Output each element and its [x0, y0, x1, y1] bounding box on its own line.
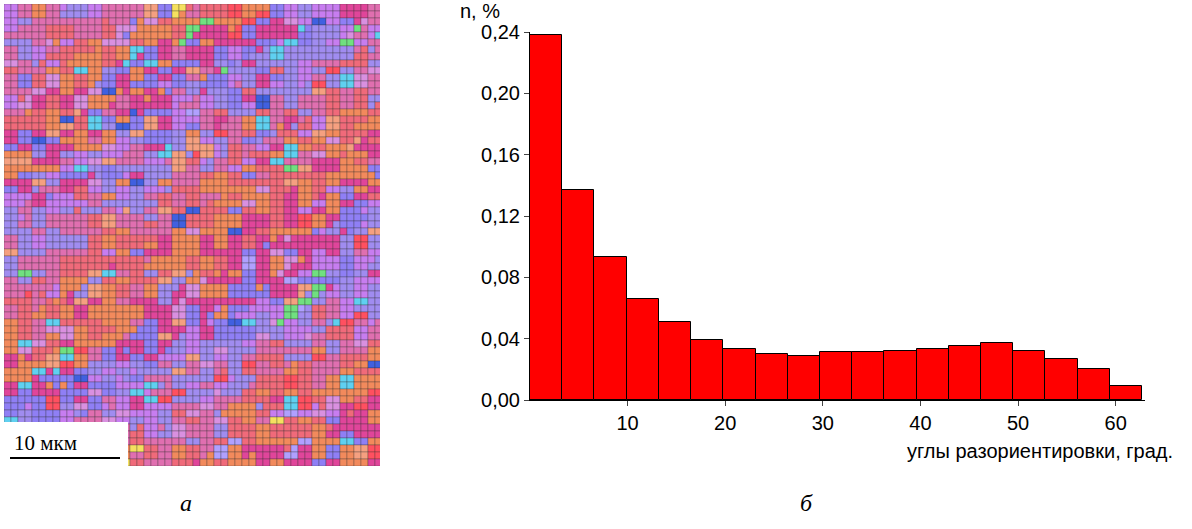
svg-text:0,00: 0,00 [481, 389, 520, 411]
svg-text:50: 50 [1007, 412, 1029, 434]
svg-text:0,04: 0,04 [481, 328, 520, 350]
svg-text:0,16: 0,16 [481, 144, 520, 166]
html-text:б: б [800, 490, 813, 516]
svg-text:20: 20 [714, 412, 736, 434]
svg-text:0,20: 0,20 [481, 82, 520, 104]
svg-text:0,08: 0,08 [481, 266, 520, 288]
svg-text:0,24: 0,24 [481, 21, 520, 43]
svg-text:40: 40 [909, 412, 931, 434]
html-text:а: а [180, 490, 192, 516]
svg-text:углы разориентировки, град.: углы разориентировки, град. [907, 440, 1173, 462]
svg-text:n, %: n, % [460, 0, 500, 22]
svg-text:10 мкм: 10 мкм [14, 431, 77, 455]
svg-text:60: 60 [1105, 412, 1127, 434]
svg-text:10: 10 [616, 412, 638, 434]
svg-text:0,12: 0,12 [481, 205, 520, 227]
svg-text:30: 30 [812, 412, 834, 434]
